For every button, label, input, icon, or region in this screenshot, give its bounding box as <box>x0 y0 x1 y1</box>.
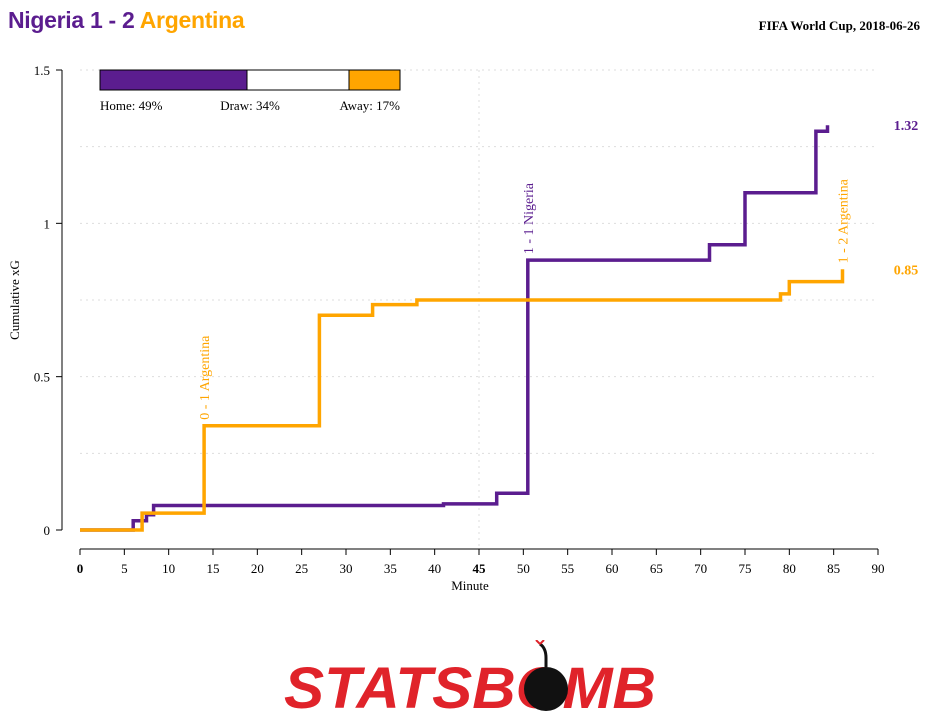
y-axis-label: Cumulative xG <box>7 260 22 340</box>
y-tick-label: 0.5 <box>34 370 50 385</box>
series-line-argentina <box>80 269 845 532</box>
away-probability-label: Away: 17% <box>339 98 400 113</box>
x-tick-label: 65 <box>650 561 663 576</box>
logo-wordmark: STATSBOMB <box>284 656 656 718</box>
final-xg-label-argentina: 0.85 <box>894 263 919 278</box>
competition-date: FIFA World Cup, 2018-06-26 <box>758 18 920 33</box>
match-title: Nigeria 1 - 2 Argentina <box>8 2 245 38</box>
x-tick-label: 70 <box>694 561 707 576</box>
goal-annotation: 1 - 1 Nigeria <box>522 182 537 254</box>
draw-probability-label: Draw: 34% <box>220 98 280 113</box>
goal-annotation: 0 - 1 Argentina <box>198 335 213 420</box>
goal-annotation: 1 - 2 Argentina <box>837 178 852 263</box>
x-tick-label: 35 <box>384 561 397 576</box>
probability-segment-draw <box>246 69 350 91</box>
statsbomb-logo: STATSBOMB <box>284 640 656 718</box>
x-tick-label: 75 <box>739 561 752 576</box>
x-tick-label: 30 <box>340 561 353 576</box>
x-tick-label: 80 <box>783 561 796 576</box>
x-tick-label: 20 <box>251 561 264 576</box>
y-tick-label: 1 <box>44 216 51 231</box>
xg-timeline-chart: 0 0.5 1 1.5 0 5 10 15 20 25 30 35 40 45 50 55 60 65 70 75 80… <box>7 63 919 593</box>
x-tick-label: 15 <box>207 561 220 576</box>
y-tick-label: 0 <box>44 523 51 538</box>
bomb-fuse-icon <box>539 642 548 667</box>
x-tick-label: 40 <box>428 561 441 576</box>
series-line-nigeria <box>80 125 830 532</box>
x-tick-label: 10 <box>162 561 175 576</box>
probability-segment-home <box>99 69 248 91</box>
home-team-name: Nigeria <box>8 7 84 33</box>
x-tick-label: 55 <box>561 561 574 576</box>
score: 1 - 2 <box>89 7 135 33</box>
probability-segment-away <box>348 69 401 91</box>
x-tick-label: 50 <box>517 561 530 576</box>
x-tick-label: 85 <box>827 561 840 576</box>
bomb-icon <box>524 667 568 711</box>
x-tick-label: 0 <box>77 561 84 576</box>
x-tick-label: 60 <box>606 561 619 576</box>
home-probability-label: Home: 49% <box>100 98 163 113</box>
y-tick-label: 1.5 <box>34 63 50 78</box>
x-tick-label: 25 <box>295 561 308 576</box>
x-tick-label: 45 <box>473 561 487 576</box>
x-tick-label: 5 <box>121 561 128 576</box>
x-axis-label: Minute <box>451 578 489 593</box>
final-xg-label-nigeria: 1.32 <box>894 119 919 134</box>
away-team-name: Argentina <box>139 7 245 33</box>
x-tick-label: 90 <box>872 561 885 576</box>
